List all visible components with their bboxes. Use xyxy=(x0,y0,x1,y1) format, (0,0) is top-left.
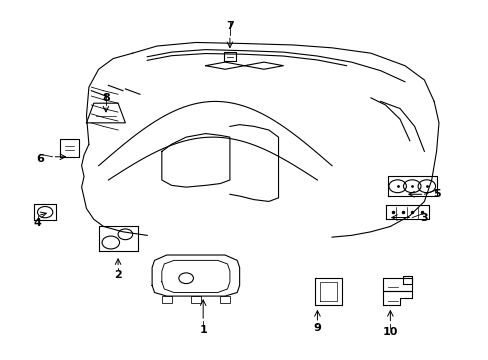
Text: 5: 5 xyxy=(432,189,440,199)
Text: 8: 8 xyxy=(102,93,110,103)
Text: 3: 3 xyxy=(420,212,427,222)
Text: 1: 1 xyxy=(199,325,206,335)
Bar xyxy=(191,296,201,303)
Text: 6: 6 xyxy=(36,154,44,163)
Text: 9: 9 xyxy=(313,323,321,333)
Text: 10: 10 xyxy=(382,327,397,337)
Text: 4: 4 xyxy=(34,218,41,228)
Bar xyxy=(162,296,171,303)
Text: 7: 7 xyxy=(225,21,233,31)
Bar xyxy=(220,296,229,303)
Text: 2: 2 xyxy=(114,270,122,280)
